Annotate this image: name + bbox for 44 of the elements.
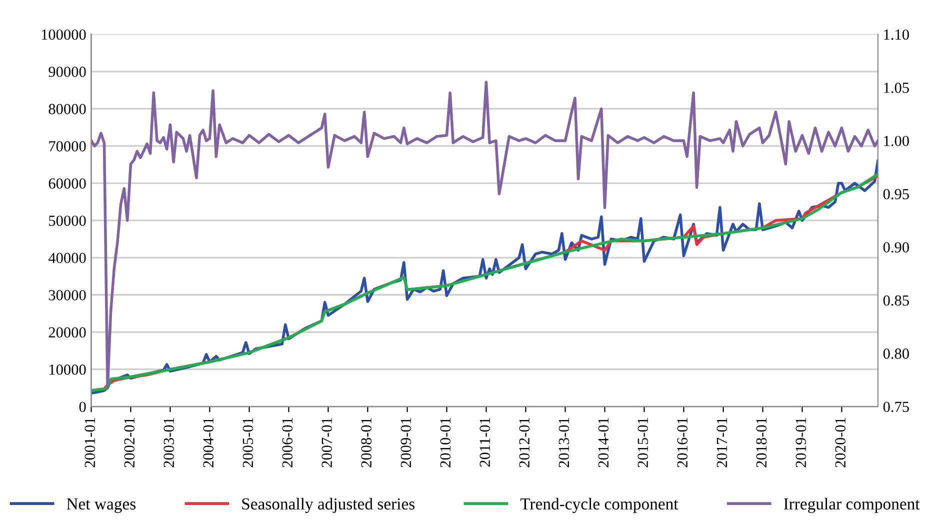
y-tick-label: 30000 [48, 290, 86, 300]
x-tick-label: 2018-01 [756, 418, 767, 468]
x-tick-label: 2011-01 [480, 418, 490, 467]
y2-tick-label: 0.80 [883, 348, 909, 359]
x-tick-label: 2010-01 [440, 418, 451, 468]
y-tick-label: 70000 [49, 141, 86, 152]
y-tick-label: 50000 [49, 216, 86, 226]
legend-label: Seasonally adjusted series [242, 498, 415, 513]
x-tick-label: 2017-01 [716, 418, 728, 468]
line-series [91, 80, 878, 389]
y-tick-label: 80000 [48, 104, 86, 114]
y2-tick-label: 0.85 [883, 295, 909, 306]
x-tick-label: 2004-01 [203, 418, 214, 468]
y-tick-label: 40000 [48, 252, 86, 264]
y-tick-label: 90000 [48, 66, 86, 77]
x-tick-label: 2009-01 [400, 418, 412, 468]
y-tick-label: 60000 [48, 178, 86, 189]
x-tick-label: 2002-01 [124, 418, 135, 468]
x-tick-label: 2005-01 [242, 418, 254, 468]
x-tick-label: 2012-01 [519, 418, 530, 468]
y2-tick-label: 1.00 [884, 136, 909, 146]
x-tick-label: 2015-01 [638, 418, 648, 468]
y2-tick-label: 0.95 [883, 188, 909, 200]
x-tick-label: 2001-01 [84, 418, 96, 468]
y2-tick-label: 1.10 [884, 29, 909, 40]
x-tick-label: 2007-01 [322, 418, 332, 468]
legend-label: Irregular component [784, 498, 920, 513]
x-tick-label: 2003-01 [164, 418, 174, 468]
legend-label: Net wages [66, 498, 136, 513]
y2-tick-label: 0.90 [883, 242, 909, 253]
y-tick-label: 20000 [48, 327, 86, 338]
y-tick-label: 0 [79, 402, 86, 412]
x-tick-label: 2014-01 [598, 418, 609, 468]
x-tick-label: 2020-01 [835, 418, 846, 468]
x-tick-label: 2008-01 [361, 418, 372, 468]
y-tick-label: 100000 [42, 29, 86, 40]
x-tick-label: 2016-01 [677, 418, 688, 468]
x-tick-label: 2013-01 [558, 418, 570, 468]
y-tick-label: 10000 [50, 364, 86, 375]
x-tick-label: 2006-01 [282, 418, 293, 468]
y2-tick-label: 1.05 [884, 82, 909, 94]
x-tick-label: 2019-01 [796, 418, 806, 468]
y2-tick-label: 0.75 [883, 402, 909, 412]
legend-label: Trend-cycle component [520, 498, 678, 513]
